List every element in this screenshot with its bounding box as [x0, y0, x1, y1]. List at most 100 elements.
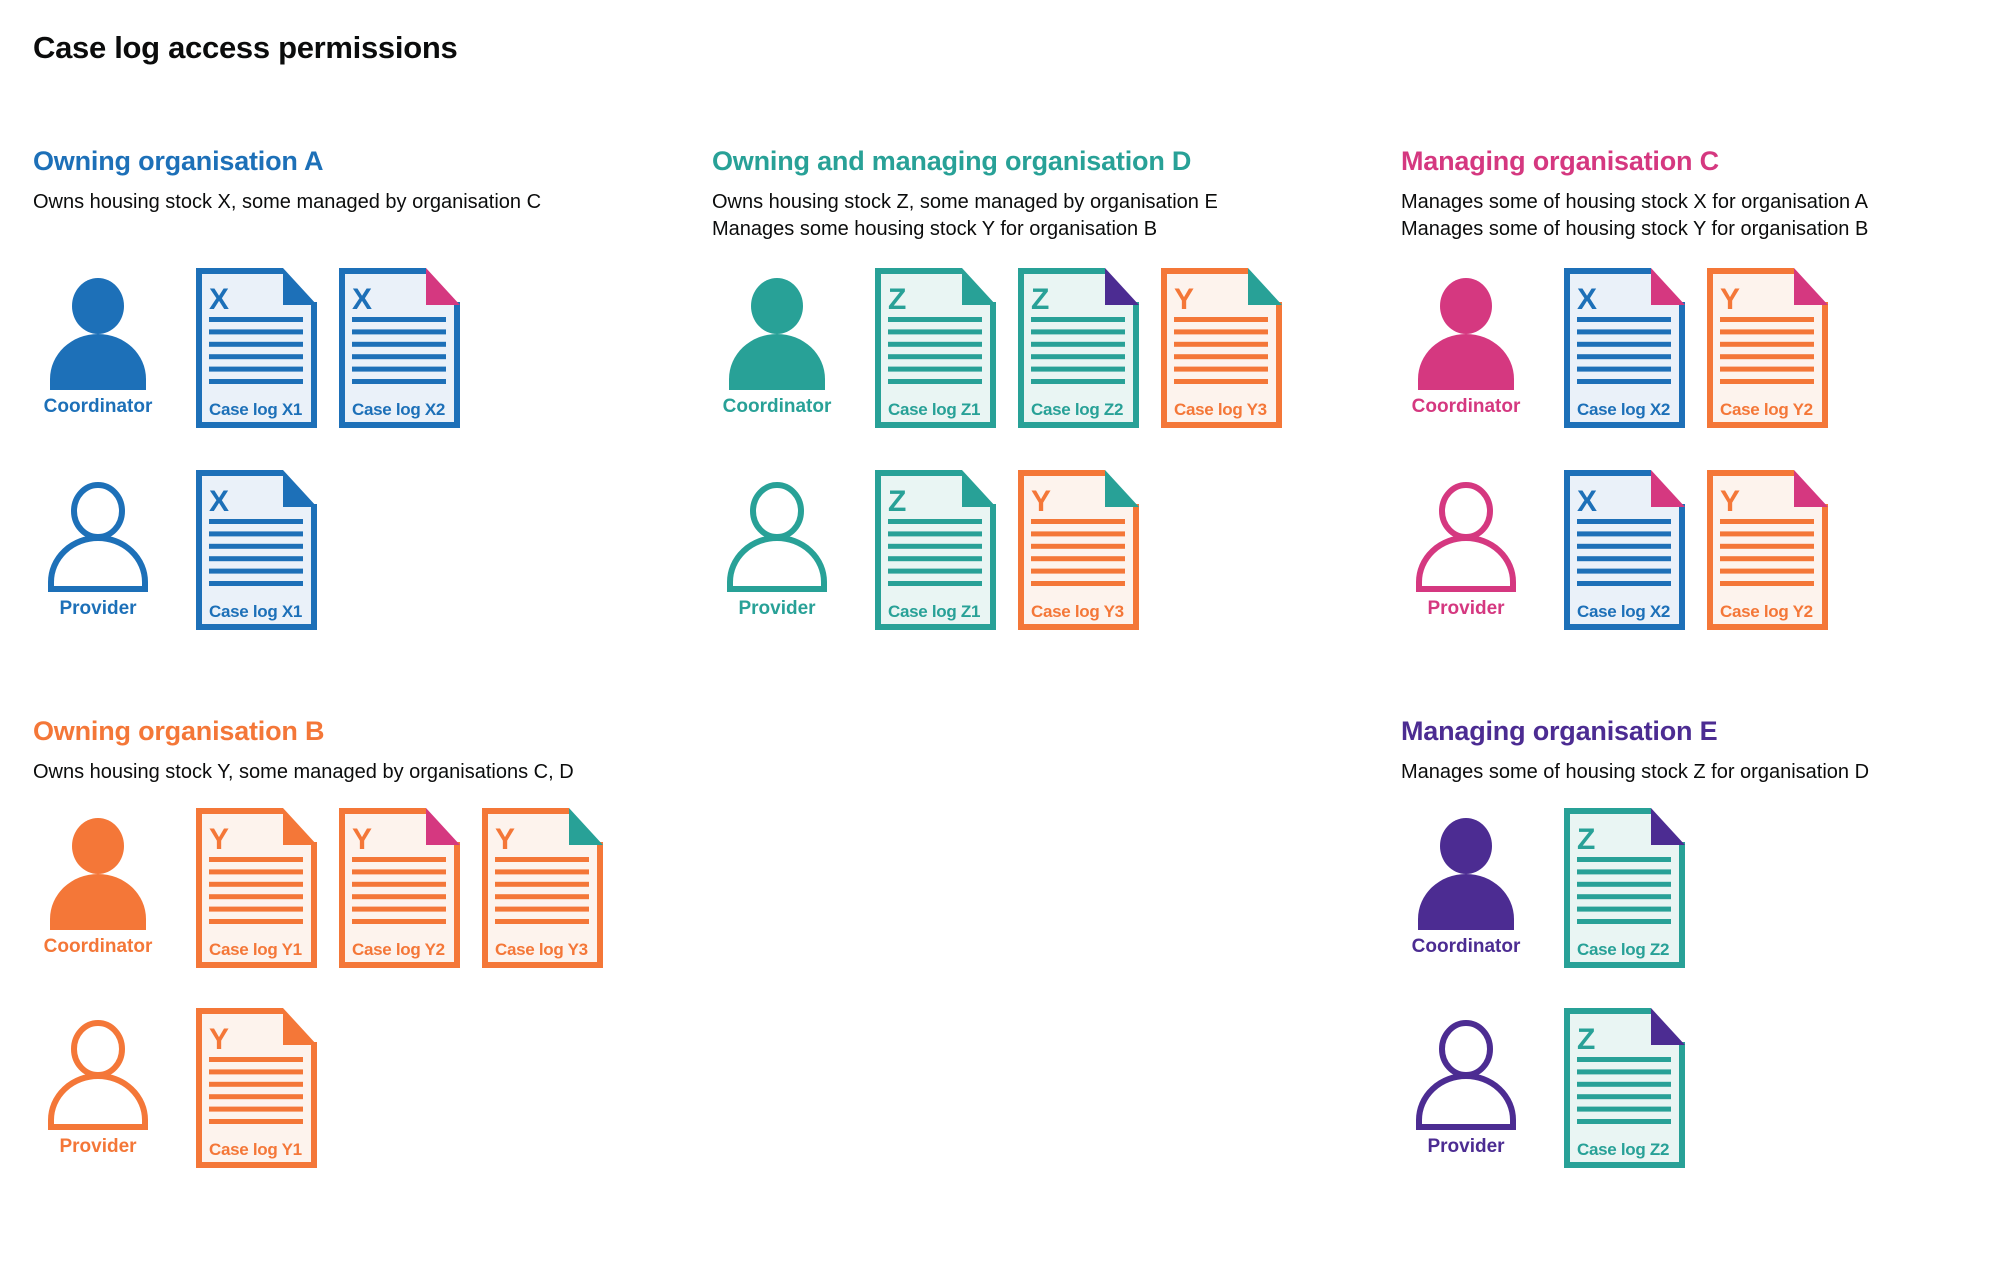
- doc-text-line: [888, 556, 982, 562]
- doc-text-line: [1031, 354, 1125, 360]
- person-head: [1439, 1020, 1493, 1078]
- doc-text-line: [495, 919, 589, 924]
- org-heading: Owning organisation B: [33, 716, 325, 746]
- case-log-doc: Z Case log Z1: [875, 470, 996, 630]
- doc-text-line: [888, 379, 982, 384]
- doc-label: Case log Z2: [1577, 940, 1669, 959]
- person: Coordinator: [1401, 268, 1564, 428]
- org-description-line: Manages some housing stock Y for organis…: [712, 218, 1158, 240]
- person-icon-provider: [48, 482, 148, 592]
- doc-fold-corner: [1248, 268, 1282, 305]
- doc-text-line: [209, 1094, 303, 1100]
- doc-label: Case log Y1: [209, 1140, 302, 1159]
- case-log-docs: Y Case log Y1: [196, 1008, 317, 1168]
- doc-text-line: [1577, 869, 1671, 875]
- doc-stock-letter: Z: [888, 283, 906, 316]
- doc-stock-letter: Y: [352, 823, 372, 856]
- org-description-line: Owns housing stock X, some managed by or…: [33, 191, 542, 213]
- doc-stock-letter: Y: [1720, 485, 1740, 518]
- person-body: [48, 535, 148, 592]
- person-role-label: Provider: [1427, 598, 1505, 619]
- person: Provider: [33, 470, 196, 630]
- org-heading: Managing organisation C: [1401, 146, 1719, 176]
- person-role-label: Coordinator: [1411, 936, 1521, 957]
- doc-text-line: [209, 869, 303, 875]
- doc-stock-letter: Z: [888, 485, 906, 518]
- doc-fold-corner: [1105, 470, 1139, 507]
- case-log-doc: Z Case log Z2: [1564, 808, 1685, 968]
- doc-text-line: [1720, 581, 1814, 586]
- person-icon-coordinator: [50, 818, 146, 930]
- doc-text-line: [352, 906, 446, 912]
- person: Provider: [33, 1008, 196, 1168]
- case-log-docs: Z Case log Z2: [1564, 1008, 1685, 1168]
- org-heading: Managing organisation E: [1401, 716, 1718, 746]
- doc-text-line: [888, 317, 982, 322]
- doc-text-line: [1720, 543, 1814, 549]
- doc-text-line: [1577, 1069, 1671, 1075]
- case-log-doc: X Case log X2: [1564, 268, 1685, 428]
- person-icon-coordinator: [1418, 278, 1514, 390]
- doc-text-line: [1577, 329, 1671, 335]
- doc-outline: [339, 808, 460, 968]
- case-log-doc: Y Case log Y2: [1707, 470, 1828, 630]
- access-row-provider: Provider X Case log X1: [33, 470, 317, 630]
- person-head: [751, 278, 803, 334]
- doc-text-line: [495, 881, 589, 887]
- doc-text-line: [1720, 556, 1814, 562]
- person-head: [1439, 482, 1493, 540]
- doc-stock-letter: X: [1577, 485, 1597, 518]
- doc-text-line: [1031, 543, 1125, 549]
- doc-text-line: [1174, 317, 1268, 322]
- person-role-label: Coordinator: [43, 396, 153, 417]
- doc-text-line: [888, 581, 982, 586]
- person-role-label: Provider: [1427, 1136, 1505, 1157]
- person-role-label: Provider: [59, 1136, 137, 1157]
- person: Provider: [1401, 1008, 1564, 1168]
- doc-text-line: [888, 366, 982, 372]
- doc-text-line: [1577, 857, 1671, 862]
- doc-text-line: [209, 341, 303, 347]
- doc-text-line: [1174, 354, 1268, 360]
- case-log-docs: Z Case log Z2: [1564, 808, 1685, 968]
- doc-text-line: [1031, 568, 1125, 574]
- doc-label: Case log Z2: [1577, 1140, 1669, 1159]
- doc-text-line: [1174, 379, 1268, 384]
- doc-text-line: [1174, 329, 1268, 335]
- doc-stock-letter: Y: [1031, 485, 1051, 518]
- doc-text-line: [888, 543, 982, 549]
- person-head: [72, 818, 124, 874]
- doc-text-line: [1031, 556, 1125, 562]
- doc-text-line: [1577, 366, 1671, 372]
- doc-text-line: [352, 317, 446, 322]
- doc-text-line: [1031, 581, 1125, 586]
- doc-outline: [1564, 808, 1685, 968]
- doc-fold-corner: [1794, 268, 1828, 305]
- doc-text-line: [209, 1106, 303, 1112]
- doc-fold-corner: [1105, 268, 1139, 305]
- doc-text-line: [1577, 1094, 1671, 1100]
- doc-text-line: [209, 531, 303, 537]
- doc-text-line: [888, 354, 982, 360]
- doc-label: Case log X1: [209, 400, 302, 419]
- doc-outline: [1564, 470, 1685, 630]
- doc-outline: [1018, 470, 1139, 630]
- person-body: [729, 334, 825, 390]
- doc-label: Case log Y2: [1720, 400, 1813, 419]
- doc-text-line: [1031, 531, 1125, 537]
- doc-label: Case log X2: [352, 400, 445, 419]
- doc-text-line: [888, 531, 982, 537]
- doc-text-line: [209, 1057, 303, 1062]
- doc-stock-letter: Y: [1720, 283, 1740, 316]
- doc-text-line: [1577, 568, 1671, 574]
- case-log-doc: Z Case log Z2: [1018, 268, 1139, 428]
- doc-stock-letter: Y: [209, 1023, 229, 1056]
- doc-text-line: [1577, 1081, 1671, 1087]
- person-role-label: Coordinator: [43, 936, 153, 957]
- doc-fold-corner: [283, 808, 317, 845]
- doc-label: Case log Y3: [1031, 602, 1124, 621]
- case-log-doc: Y Case log Y3: [1161, 268, 1282, 428]
- doc-text-line: [352, 894, 446, 900]
- doc-text-line: [352, 869, 446, 875]
- access-row-coordinator: Coordinator X Case log X2 Y Case log Y2: [1401, 268, 1828, 428]
